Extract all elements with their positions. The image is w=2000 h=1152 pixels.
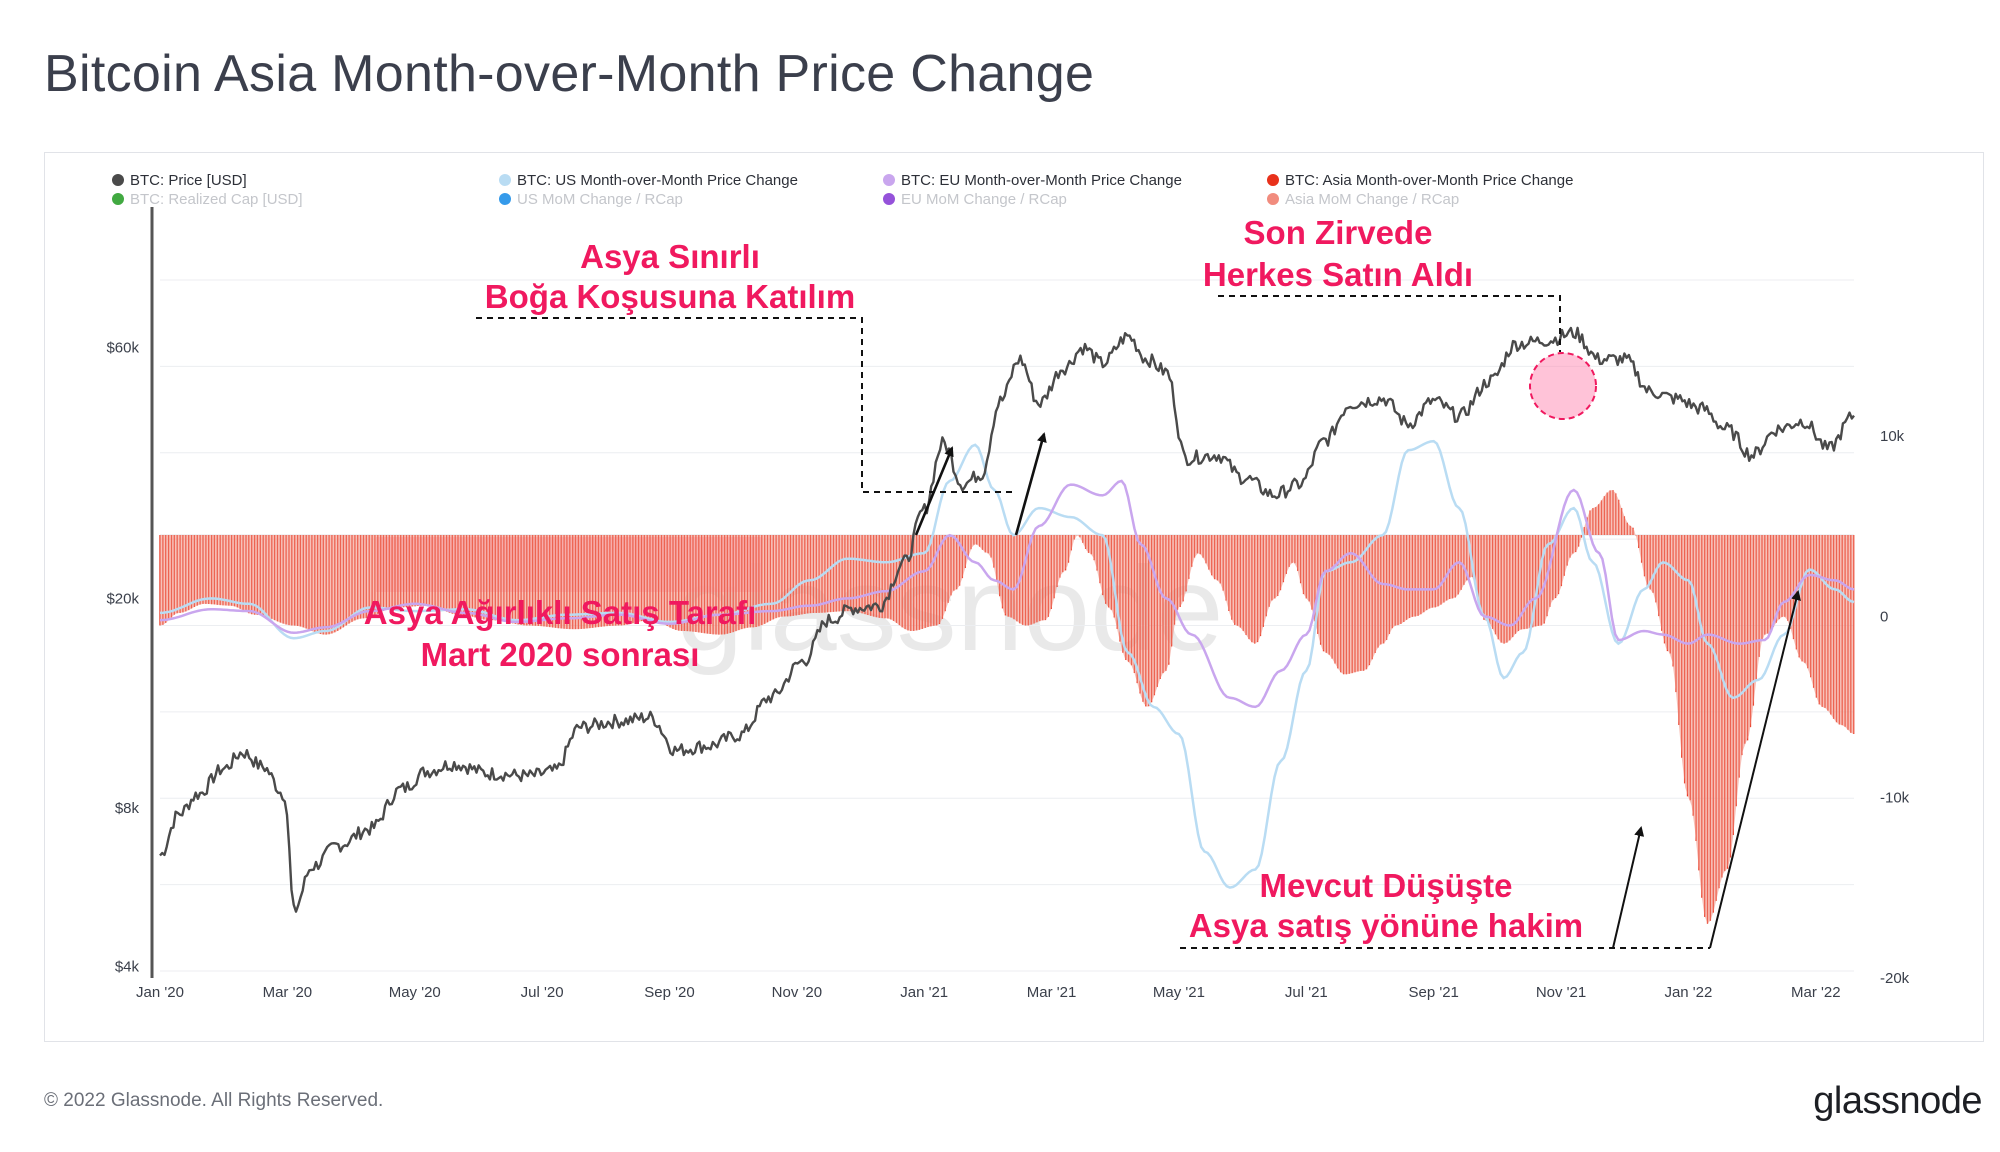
x-tick-label: Nov '21 [1536, 984, 1586, 1001]
legend-label: BTC: Price [USD] [130, 172, 247, 189]
chart-frame [44, 152, 1984, 1042]
leader-asia-limited [476, 317, 1016, 493]
x-axis: Jan '20 Mar '20 May '20 Jul '20 Sep '20 Nov '… [136, 984, 1841, 1001]
y-axis-left: $4k $8k $20k $60k [106, 340, 139, 976]
x-tick-label: Mar '21 [1027, 984, 1077, 1001]
eu-mom-line [159, 479, 1855, 709]
x-tick-label: Sep '20 [644, 984, 694, 1001]
y-axis-right: 10k 0 -10k -20k [1880, 428, 1910, 987]
y-left-tick-label: $20k [106, 591, 139, 608]
legend-item[interactable]: BTC: Realized Cap [USD] [112, 191, 303, 208]
legend-label: US MoM Change / RCap [517, 191, 683, 208]
legend-item[interactable]: BTC: Asia Month-over-Month Price Change [1267, 172, 1573, 189]
legend-item[interactable]: Asia MoM Change / RCap [1267, 191, 1459, 208]
btc-price-line [159, 326, 1855, 913]
x-tick-label: Jan '22 [1664, 984, 1712, 1001]
x-tick-label: May '21 [1153, 984, 1205, 1001]
legend-marker [883, 174, 895, 186]
x-tick-label: Jul '21 [1285, 984, 1328, 1001]
x-tick-label: Mar '22 [1791, 984, 1841, 1001]
annotation-current-decline-line1: Mevcut Düşüşte [1259, 867, 1512, 904]
legend-item[interactable]: US MoM Change / RCap [499, 191, 683, 208]
copyright-text: © 2022 Glassnode. All Rights Reserved. [44, 1090, 384, 1111]
annotation-arrows [914, 432, 1801, 949]
annotation-asia-sell-line2: Mart 2020 sonrası [421, 636, 700, 673]
annotation-leaders [476, 295, 1710, 949]
brand-logo: glassnode [1813, 1080, 1982, 1122]
x-tick-label: Nov '20 [772, 984, 822, 1001]
y-right-tick-label: 0 [1880, 609, 1888, 626]
arrow-decline-1 [1612, 826, 1645, 949]
annotation-current-decline-line2: Asya satış yönüne hakim [1189, 907, 1583, 944]
legend-label: BTC: EU Month-over-Month Price Change [901, 172, 1182, 189]
legend-item[interactable]: BTC: Price [USD] [112, 172, 247, 189]
arrow-bull-1 [914, 446, 954, 536]
annotation-peak-line1: Son Zirvede [1244, 214, 1433, 251]
y-right-tick-label: -10k [1880, 789, 1910, 806]
annotation-asia-limited-line2: Boğa Koşusuna Katılım [485, 278, 855, 315]
legend-marker [883, 193, 895, 205]
annotation-asia-sell: Asya Ağırlıklı Satış Tarafı Mart 2020 so… [364, 594, 757, 673]
x-tick-label: Jan '21 [900, 984, 948, 1001]
asia-mom-area [160, 490, 1854, 924]
annotation-current-decline: Mevcut Düşüşte Asya satış yönüne hakim [1189, 867, 1583, 944]
x-tick-label: Jan '20 [136, 984, 184, 1001]
legend-marker [499, 174, 511, 186]
x-tick-label: Mar '20 [263, 984, 313, 1001]
legend-marker [112, 193, 124, 205]
annotation-asia-limited-line1: Asya Sınırlı [580, 238, 760, 275]
x-tick-label: Sep '21 [1408, 984, 1458, 1001]
legend-label: Asia MoM Change / RCap [1285, 191, 1459, 208]
legend-marker [112, 174, 124, 186]
arrow-decline-2 [1709, 590, 1801, 949]
chart-legend: BTC: Price [USD] BTC: US Month-over-Month… [112, 172, 1573, 208]
arrow-bull-2 [1014, 432, 1047, 536]
legend-item[interactable]: BTC: EU Month-over-Month Price Change [883, 172, 1182, 189]
page-title: Bitcoin Asia Month-over-Month Price Chan… [44, 45, 1095, 103]
annotation-peak: Son Zirvede Herkes Satın Aldı [1203, 214, 1473, 293]
legend-item[interactable]: EU MoM Change / RCap [883, 191, 1067, 208]
legend-marker [1267, 193, 1279, 205]
annotation-asia-limited: Asya Sınırlı Boğa Koşusuna Katılım [485, 238, 855, 315]
legend-marker [1267, 174, 1279, 186]
y-left-tick-label: $60k [106, 340, 139, 357]
x-tick-label: May '20 [389, 984, 441, 1001]
y-left-tick-label: $8k [115, 800, 140, 817]
leader-peak [1218, 295, 1561, 352]
annotation-peak-line2: Herkes Satın Aldı [1203, 256, 1473, 293]
legend-item[interactable]: BTC: US Month-over-Month Price Change [499, 172, 798, 189]
legend-label: EU MoM Change / RCap [901, 191, 1067, 208]
legend-marker [499, 193, 511, 205]
peak-highlight-circle [1529, 352, 1597, 420]
legend-label: BTC: Realized Cap [USD] [130, 191, 303, 208]
y-right-tick-label: 10k [1880, 428, 1905, 445]
y-right-tick-label: -20k [1880, 970, 1910, 987]
legend-label: BTC: US Month-over-Month Price Change [517, 172, 798, 189]
legend-label: BTC: Asia Month-over-Month Price Change [1285, 172, 1573, 189]
x-tick-label: Jul '20 [521, 984, 564, 1001]
annotation-asia-sell-line1: Asya Ağırlıklı Satış Tarafı [364, 594, 757, 631]
y-left-tick-label: $4k [115, 958, 140, 975]
